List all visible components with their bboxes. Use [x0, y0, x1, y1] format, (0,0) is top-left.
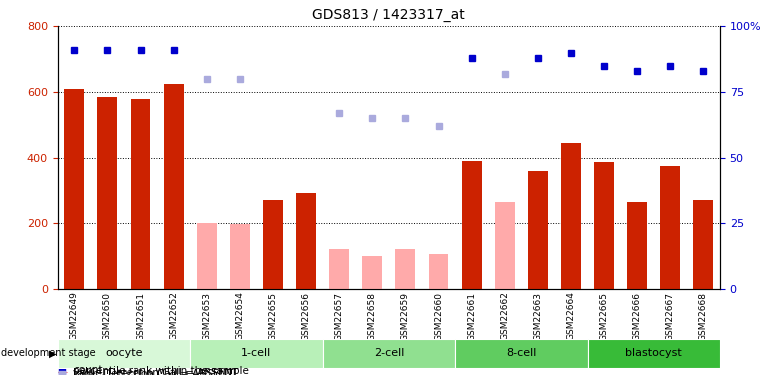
- Bar: [628, 202, 647, 289]
- Bar: [594, 162, 614, 289]
- Text: 2-cell: 2-cell: [373, 348, 404, 358]
- Bar: [694, 200, 713, 289]
- Bar: [190, 339, 323, 368]
- Bar: [495, 202, 514, 289]
- Text: development stage: development stage: [1, 348, 95, 358]
- Text: 1-cell: 1-cell: [241, 348, 272, 358]
- Bar: [323, 339, 455, 368]
- Text: rank, Detection Call = ABSENT: rank, Detection Call = ABSENT: [73, 369, 233, 375]
- Bar: [65, 88, 84, 289]
- Text: percentile rank within the sample: percentile rank within the sample: [73, 366, 249, 375]
- Bar: [58, 339, 190, 368]
- Bar: [263, 200, 283, 289]
- Bar: [59, 372, 68, 373]
- Text: oocyte: oocyte: [105, 348, 142, 358]
- Text: ▶: ▶: [49, 348, 56, 358]
- Bar: [363, 256, 382, 289]
- Bar: [230, 224, 249, 289]
- Bar: [455, 339, 588, 368]
- Text: blastocyst: blastocyst: [625, 348, 682, 358]
- Bar: [164, 84, 183, 289]
- Bar: [197, 223, 216, 289]
- Title: GDS813 / 1423317_at: GDS813 / 1423317_at: [313, 9, 465, 22]
- Bar: [462, 161, 481, 289]
- Bar: [396, 249, 415, 289]
- Bar: [131, 99, 150, 289]
- Text: 8-cell: 8-cell: [506, 348, 537, 358]
- Bar: [561, 143, 581, 289]
- Bar: [330, 249, 349, 289]
- Text: count: count: [73, 365, 102, 375]
- Bar: [661, 166, 680, 289]
- Text: value, Detection Call = ABSENT: value, Detection Call = ABSENT: [73, 368, 239, 375]
- Bar: [296, 193, 316, 289]
- Bar: [429, 254, 448, 289]
- Bar: [588, 339, 720, 368]
- Bar: [528, 171, 547, 289]
- Bar: [98, 97, 117, 289]
